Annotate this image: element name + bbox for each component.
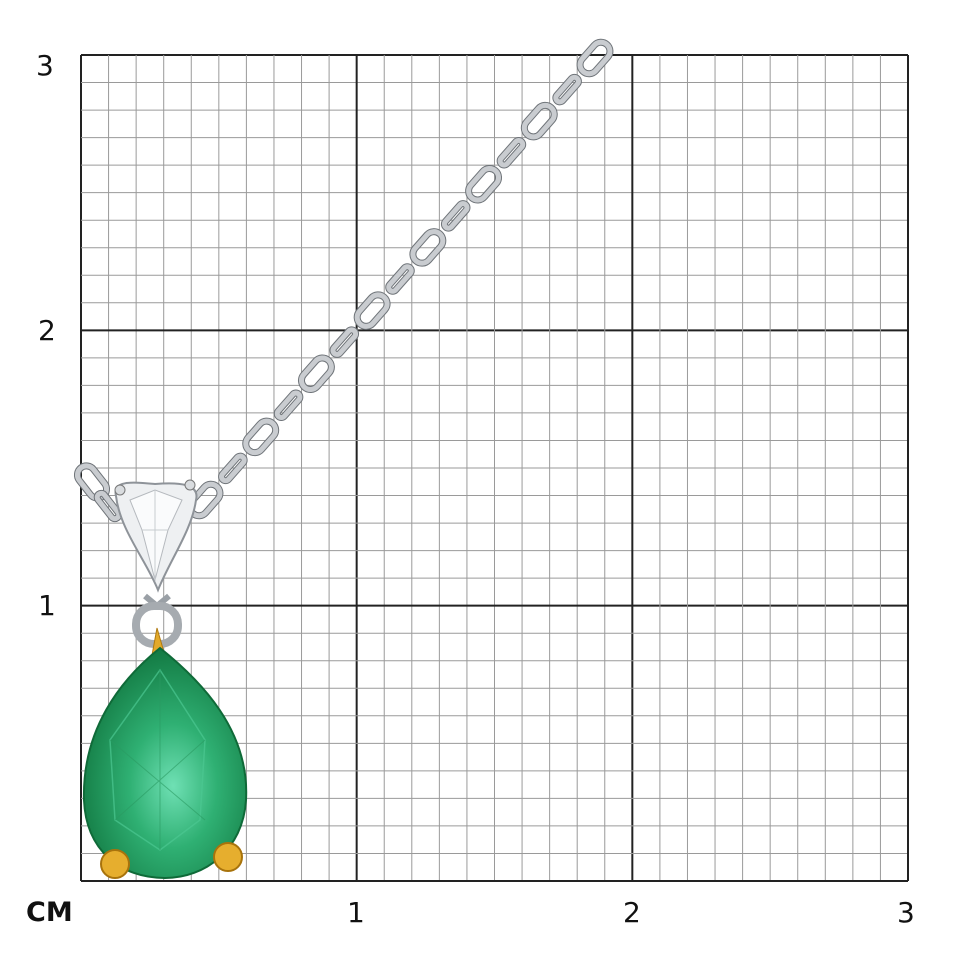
chain-link (410, 229, 446, 266)
chain-link (274, 390, 303, 421)
y-tick-1: 1 (38, 589, 56, 622)
chain-link (386, 264, 414, 294)
chain-link (441, 201, 470, 231)
chain-link (521, 102, 557, 140)
chain-link (219, 453, 247, 484)
emerald-pendant (82, 627, 248, 880)
y-tick-2: 2 (38, 314, 56, 347)
chain-link (497, 137, 526, 168)
unit-label: CM (26, 897, 73, 928)
y-tick-3: 3 (36, 49, 54, 82)
chain-link (94, 490, 122, 522)
x-tick-1: 1 (347, 896, 365, 929)
x-tick-3: 3 (897, 896, 915, 929)
x-tick-2: 2 (623, 896, 641, 929)
measurement-grid (80, 54, 909, 882)
chain-link (298, 355, 334, 392)
necklace-chain (73, 38, 614, 523)
diamond-accent (114, 479, 198, 593)
chain-link (466, 166, 502, 203)
chain-link (243, 418, 279, 456)
chain-link (577, 39, 613, 77)
chain-link (354, 292, 390, 329)
chain-link (330, 327, 359, 357)
chain-link (553, 74, 581, 105)
